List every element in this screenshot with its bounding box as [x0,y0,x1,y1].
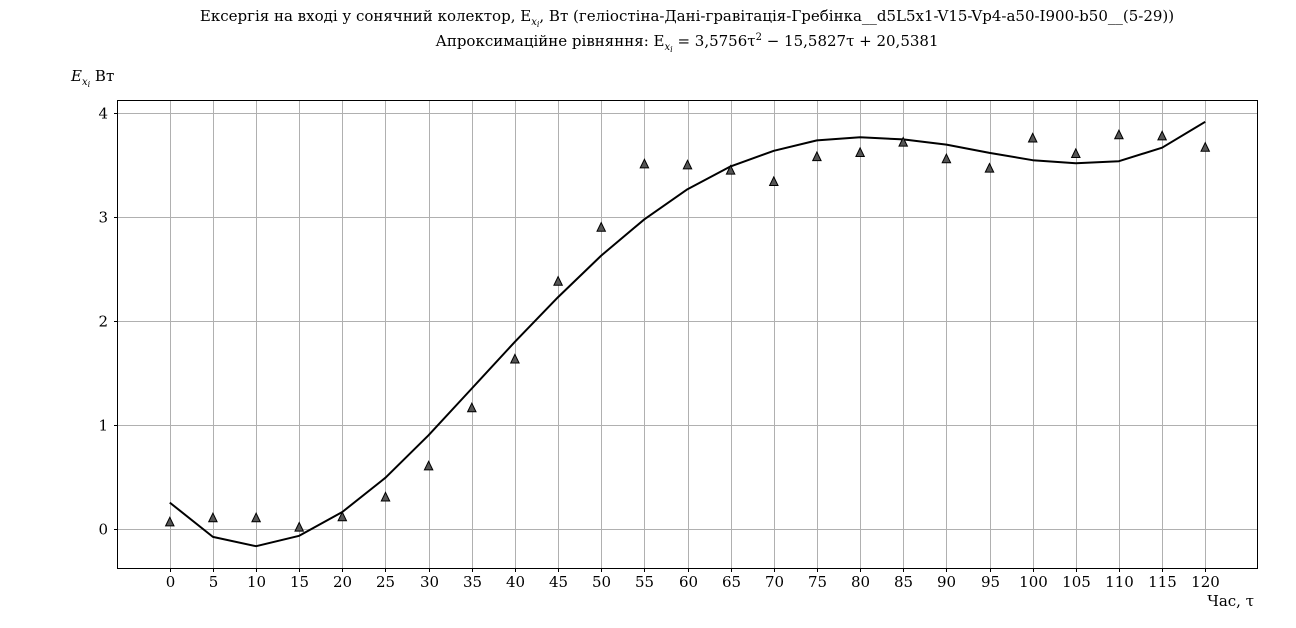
data-point-triangle [941,152,952,164]
y-tick-label: 1 [98,417,108,435]
series [164,120,1211,548]
x-axis-label: Час, τ [1207,592,1254,610]
data-point-triangle [207,512,218,523]
x-ticks: 0 5 10 15 20 25 30 35 40 45 50 55 60 65 70 75 80 85 90 95 10… [166,568,1220,591]
y-ticks: 0 1 2 3 4 [98,105,118,539]
data-point-triangle [423,460,434,471]
x-tick-label: 95 [981,573,1000,591]
x-tick-label: 45 [549,573,568,591]
x-tick-label: 85 [894,573,913,591]
x-tick-label: 10 [247,573,266,591]
data-point-triangle [811,150,822,162]
x-tick-label: 90 [937,573,956,591]
x-tick-label: 115 [1148,573,1177,591]
x-tick-label: 25 [376,573,395,591]
x-tick-label: 20 [333,573,352,591]
data-point-triangle [1070,147,1081,158]
x-tick-label: 65 [722,573,741,591]
data-point-triangle [768,175,779,186]
data-point-triangle [1113,129,1124,140]
data-point-triangle [596,221,607,232]
y-axis-label: Exi Вт [70,67,114,89]
data-point-triangle [1157,130,1168,141]
data-point-triangle [1200,141,1211,152]
plot-frame [117,100,1258,569]
approximation-line [169,120,1206,548]
x-tick-label: 5 [209,573,219,591]
data-point-triangle [553,275,564,286]
data-point-triangle [164,516,175,527]
x-tick-label: 50 [592,573,611,591]
x-tick-label: 80 [851,573,870,591]
grid [118,101,1257,568]
x-tick-label: 0 [166,573,176,591]
data-point-triangle [466,402,477,413]
data-point-triangle [898,136,909,147]
data-point-triangle [639,158,650,169]
x-tick-label: 15 [290,573,309,591]
x-tick-label: 110 [1105,573,1134,591]
data-point-triangle [380,491,391,502]
y-tick-label: 2 [98,313,108,331]
x-tick-label: 100 [1019,573,1048,591]
x-tick-label: 35 [463,573,482,591]
x-tick-label: 55 [635,573,654,591]
x-tick-label: 105 [1062,573,1091,591]
data-point-triangle [1027,132,1038,143]
data-point-triangle [337,510,348,522]
x-tick-label: 40 [506,573,525,591]
y-tick-label: 0 [98,521,108,539]
y-tick-label: 4 [98,105,108,123]
data-point-triangle [984,162,995,173]
chart-title-line2: Апроксимаційне рівняння: Exi = 3,5756τ2 … [435,32,938,54]
x-tick-label: 75 [808,573,827,591]
chart-title-line1: Ексергія на вході у сонячний колектор, E… [200,7,1174,29]
data-point-triangle [682,159,693,170]
x-tick-label: 60 [679,573,698,591]
y-tick-label: 3 [98,209,108,227]
data-point-triangle [509,353,520,364]
x-tick-label: 70 [765,573,784,591]
data-point-triangle [855,146,866,157]
data-point-triangle [725,164,736,175]
data-point-triangle [294,521,305,532]
x-tick-label: 30 [420,573,439,591]
x-tick-label: 120 [1191,573,1220,591]
data-point-triangle [251,512,262,523]
